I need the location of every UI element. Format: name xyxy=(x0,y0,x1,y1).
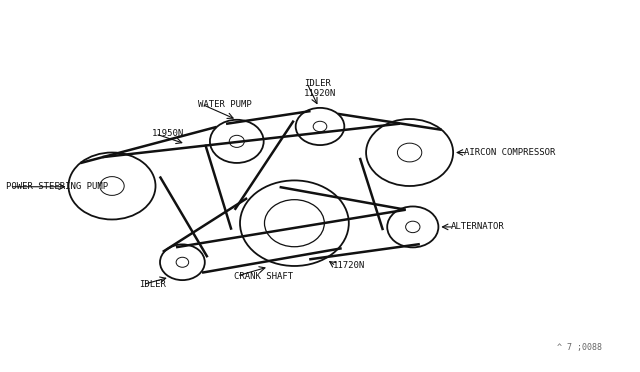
Text: AIRCON COMPRESSOR: AIRCON COMPRESSOR xyxy=(464,148,556,157)
Text: IDLER: IDLER xyxy=(304,79,331,88)
Text: ALTERNATOR: ALTERNATOR xyxy=(451,222,505,231)
Text: 11920N: 11920N xyxy=(304,89,336,98)
Text: IDLER: IDLER xyxy=(140,280,166,289)
Text: 11720N: 11720N xyxy=(333,262,365,270)
Text: POWER STEERING PUMP: POWER STEERING PUMP xyxy=(6,182,109,191)
Text: 11950N: 11950N xyxy=(152,129,184,138)
Text: ^ 7 ;0088: ^ 7 ;0088 xyxy=(557,343,602,352)
Text: CRANK SHAFT: CRANK SHAFT xyxy=(234,272,292,280)
Text: WATER PUMP: WATER PUMP xyxy=(198,100,252,109)
